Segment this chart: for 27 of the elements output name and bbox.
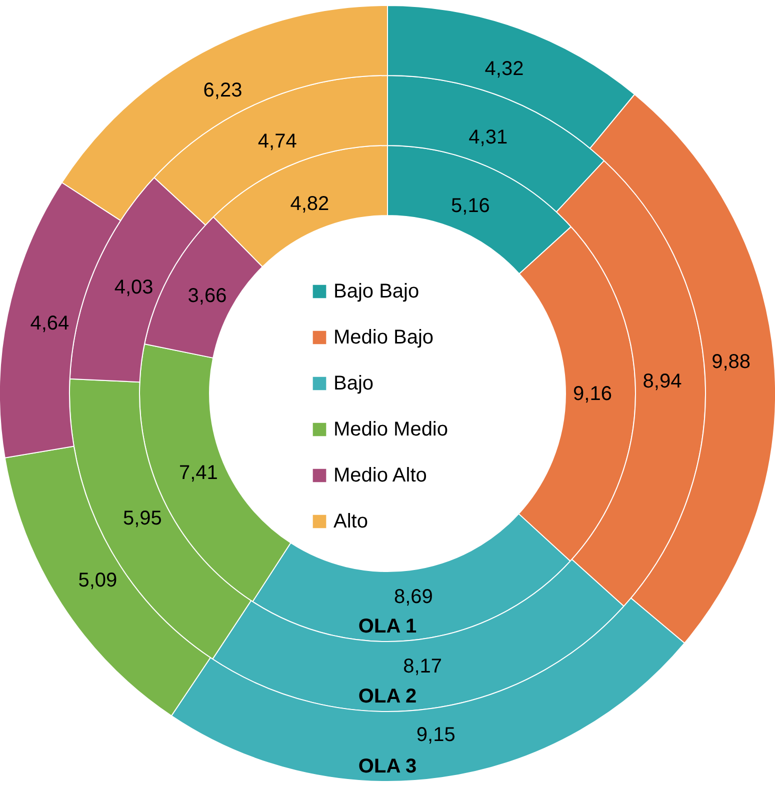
data-label: 4,31 [468, 126, 508, 149]
data-label: 8,69 [394, 586, 433, 608]
data-label: 7,41 [179, 462, 218, 484]
data-label: 6,23 [203, 79, 242, 102]
data-label: 8,94 [642, 370, 682, 392]
data-label: 3,66 [188, 284, 227, 307]
data-label: 4,32 [484, 58, 524, 80]
legend-label: Bajo [334, 372, 374, 394]
data-label: 4,82 [290, 192, 330, 215]
data-label: 9,16 [573, 382, 612, 405]
legend-label: Medio Medio [334, 418, 448, 440]
slice-label: OLA 1 [358, 616, 417, 638]
legend-label: Alto [334, 510, 368, 532]
data-label: 9,88 [712, 351, 751, 374]
data-label: 5,95 [122, 507, 162, 530]
data-label: 4,03 [114, 276, 154, 298]
legend-label: Medio Bajo [334, 326, 434, 348]
data-label: 4,74 [258, 130, 297, 153]
slice-label: OLA 3 [358, 756, 417, 778]
data-label: 5,09 [78, 570, 118, 592]
legend-label: Medio Alto [334, 464, 427, 486]
slice-label: OLA 2 [358, 686, 417, 708]
data-label: 9,15 [416, 724, 456, 746]
legend-label: Bajo Bajo [334, 280, 420, 302]
data-label: 8,17 [403, 655, 442, 678]
data-label: 5,16 [451, 195, 490, 218]
data-label: 4,64 [30, 312, 70, 335]
